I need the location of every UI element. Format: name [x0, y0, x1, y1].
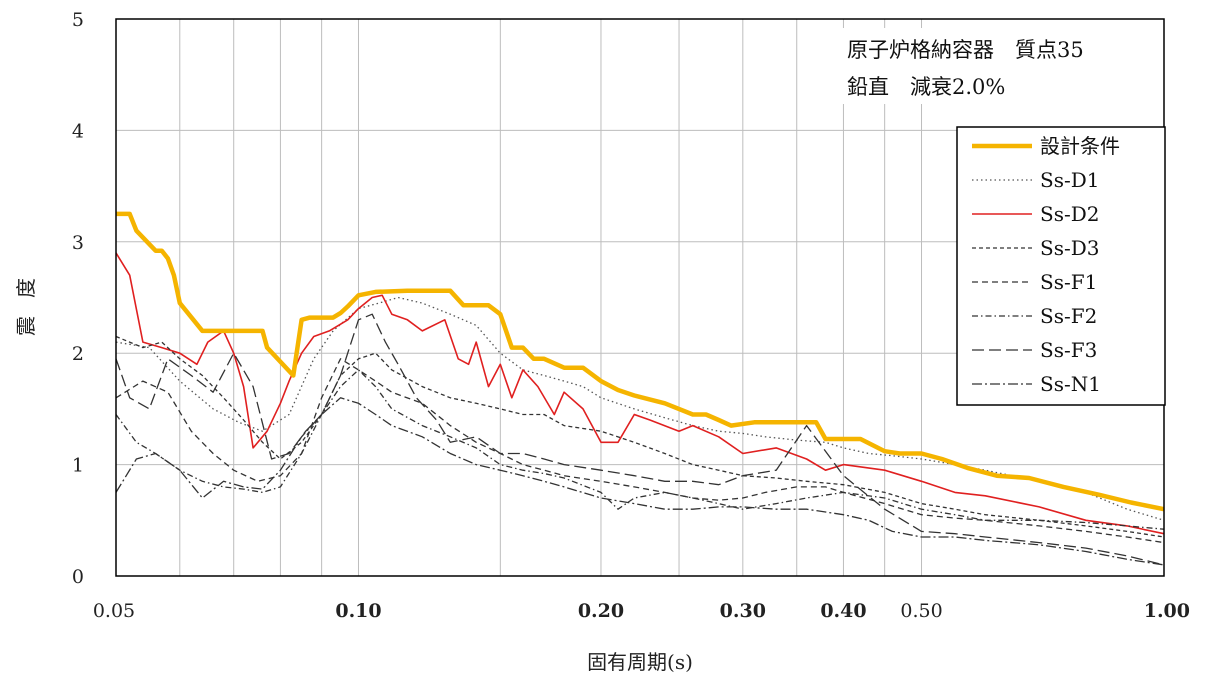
x-tick-label-0: 0.05	[93, 600, 135, 622]
y-tick-label-0: 0	[72, 566, 84, 588]
y-axis-title: 震度	[14, 260, 38, 336]
series-line-4	[115, 335, 1165, 538]
legend: 設計条件 Ss-D1 Ss-D2 Ss-D3 Ss-F1 Ss-F2 Ss-F3 Ss-N1	[956, 126, 1166, 406]
legend-label-2: Ss-D1	[1040, 168, 1099, 192]
legend-label-7: Ss-F3	[1040, 338, 1097, 362]
legend-label-6: Ss-F2	[1040, 304, 1097, 328]
series-line-7	[115, 313, 1165, 566]
legend-label-8: Ss-N1	[1040, 372, 1101, 396]
y-tick-label-2: 2	[72, 343, 84, 365]
legend-label-1: 設計条件	[1040, 134, 1120, 158]
x-tick-label-2: 0.20	[578, 600, 624, 622]
legend-label-3: Ss-D2	[1040, 202, 1099, 226]
tick-layer: 0 1 2 3 4 5 0.05 0.10 0.20 0.30 0.40 0.50 1.00	[72, 9, 1190, 622]
x-tick-label-4: 0.40	[820, 600, 866, 622]
annotation-background	[838, 28, 1160, 104]
x-tick-label-5: 0.50	[900, 600, 942, 622]
series-line-2	[115, 296, 1165, 521]
legend-box	[956, 126, 1166, 406]
annotation-block: 原子炉格納容器 質点35 鉛直 減衰2.0%	[838, 28, 1160, 104]
annotation-line-1: 原子炉格納容器 質点35	[847, 38, 1084, 62]
y-tick-label-4: 4	[72, 120, 84, 142]
y-tick-label-5: 5	[72, 9, 84, 31]
y-tick-label-3: 3	[72, 232, 84, 254]
x-axis-title: 固有周期(s)	[587, 650, 693, 674]
grid-layer	[116, 19, 1164, 576]
x-tick-label-3: 0.30	[720, 600, 766, 622]
x-tick-label-1: 0.10	[335, 600, 381, 622]
series-line-1	[116, 211, 1165, 512]
series-layer	[115, 211, 1165, 566]
series-line-8	[115, 397, 1165, 566]
series-line-3	[115, 252, 1165, 535]
x-tick-label-6: 1.00	[1144, 600, 1190, 622]
series-line-5	[115, 358, 1165, 544]
legend-label-4: Ss-D3	[1040, 236, 1099, 260]
y-tick-label-1: 1	[72, 455, 84, 477]
series-line-6	[115, 369, 1165, 530]
annotation-line-2: 鉛直 減衰2.0%	[847, 75, 1005, 99]
legend-label-5: Ss-F1	[1040, 270, 1097, 294]
